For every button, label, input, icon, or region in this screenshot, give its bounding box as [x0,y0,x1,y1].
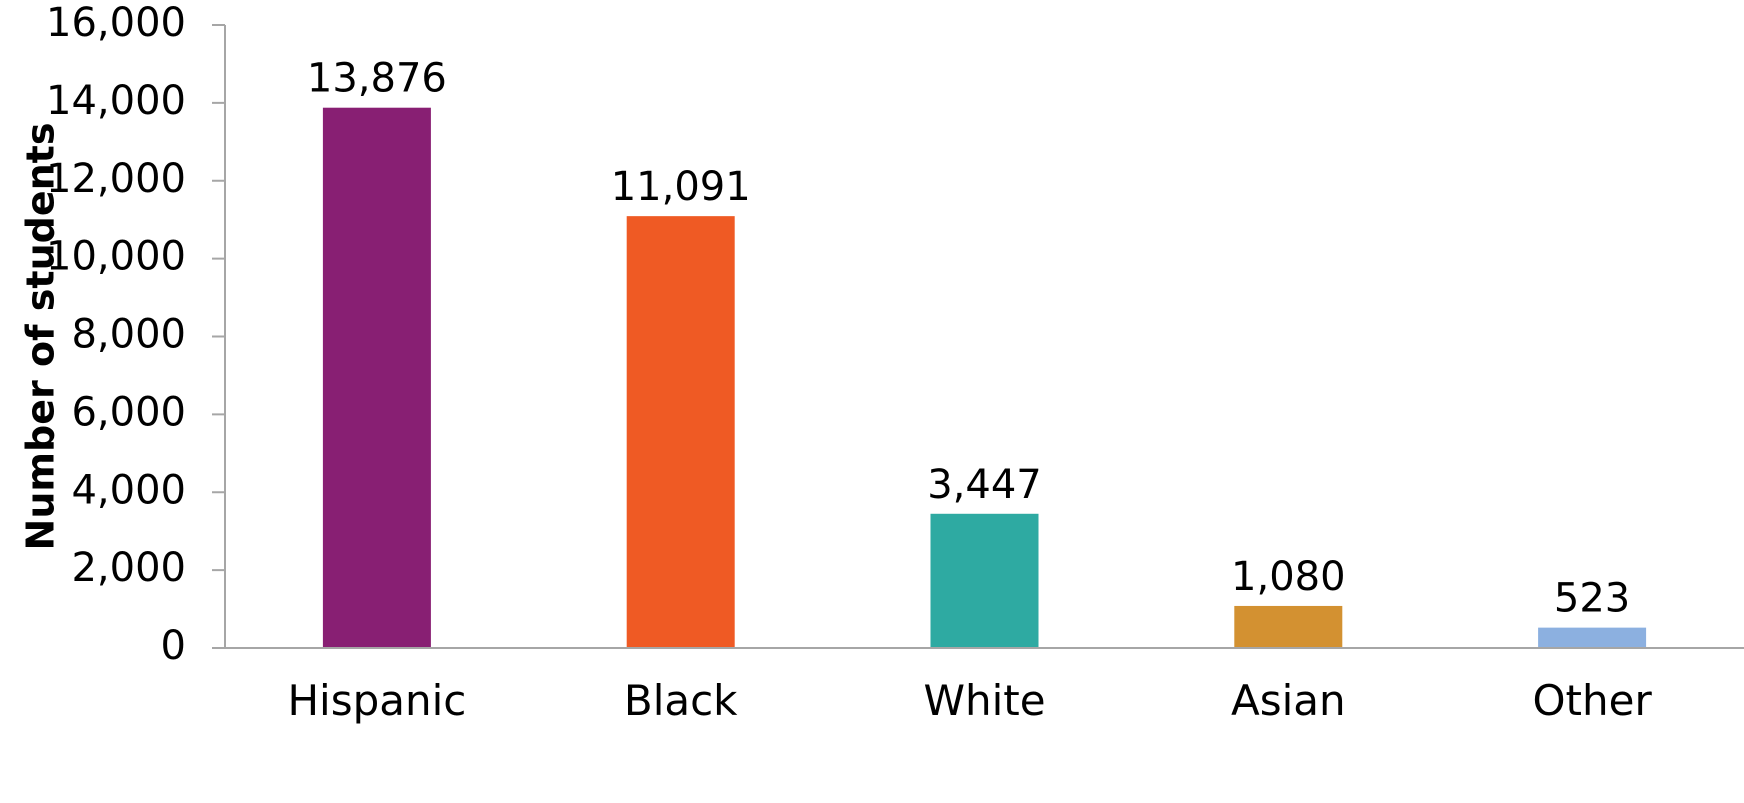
data-labels: 13,876 11,091 3,447 1,080 523 [307,56,1630,622]
bars [322,107,1647,649]
bar-black [626,216,735,649]
x-axis-labels: Hispanic Black White Asian Other [287,676,1652,725]
data-label-black: 11,091 [611,164,751,210]
x-tick-label-other: Other [1532,676,1652,725]
y-tick-label: 4,000 [71,467,186,513]
bar-other [1538,627,1647,648]
y-tick-label: 16,000 [46,0,186,46]
y-axis-title: Number of students [19,123,63,551]
data-label-hispanic: 13,876 [307,56,447,102]
bar-asian [1234,605,1343,648]
x-tick-label-black: Black [624,676,738,725]
y-tick-label: 6,000 [71,389,186,435]
y-tick-label: 8,000 [71,312,186,358]
x-tick-label-hispanic: Hispanic [287,676,466,725]
y-tick-label: 14,000 [46,78,186,124]
y-axis-title-group: Number of students [19,123,63,551]
y-tick-label: 2,000 [71,545,186,591]
y-axis-ticks: 0 2,000 4,000 6,000 8,000 10,000 12,000 14,000 1… [46,0,225,669]
bar-white [930,513,1039,648]
data-label-white: 3,447 [927,462,1042,508]
y-tick-label: 12,000 [46,156,186,202]
y-tick-label: 10,000 [46,234,186,280]
x-tick-label-asian: Asian [1231,676,1346,725]
y-tick-label: 0 [161,623,186,669]
x-tick-label-white: White [923,676,1045,725]
axes [224,25,1744,649]
data-label-other: 523 [1554,576,1630,622]
bar-hispanic [322,107,431,648]
data-label-asian: 1,080 [1231,554,1346,600]
